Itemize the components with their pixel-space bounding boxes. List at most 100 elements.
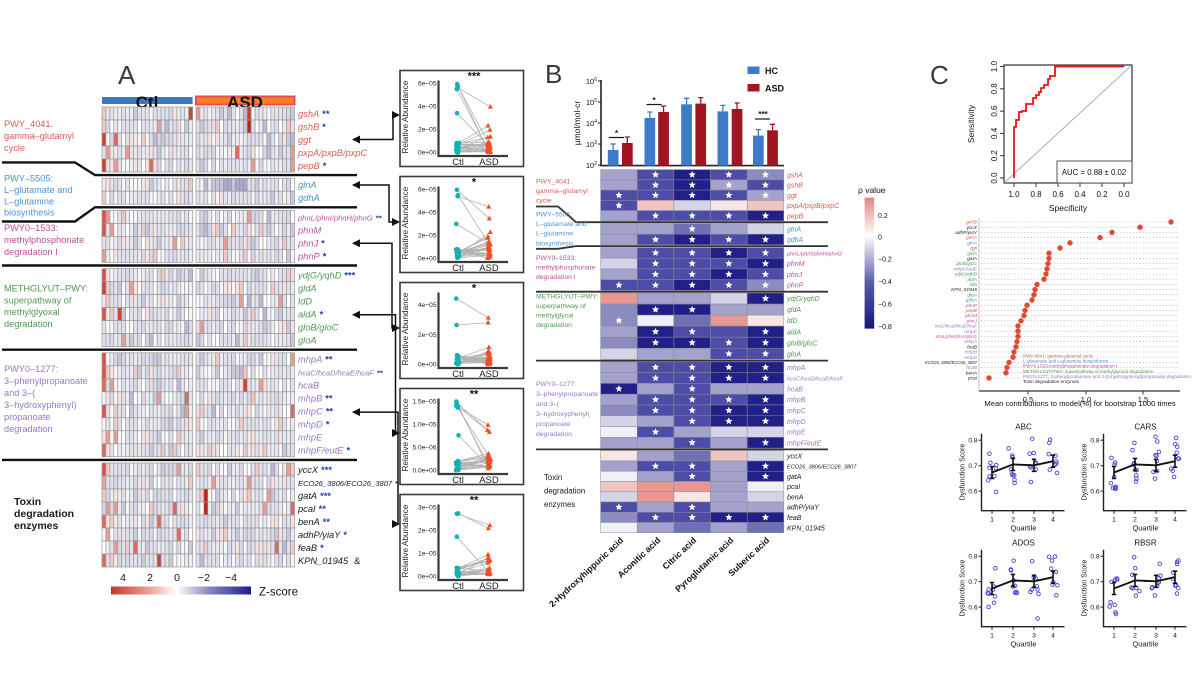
svg-text:hcaC/hcaD/hcaE/hcaF: hcaC/hcaD/hcaE/hcaF xyxy=(935,324,977,329)
svg-text:pcaI: pcaI xyxy=(786,484,800,491)
svg-text:Toxin degradation enzymes: Toxin degradation enzymes xyxy=(1023,379,1080,384)
svg-text:enzymes: enzymes xyxy=(544,500,575,509)
svg-text:0.6: 0.6 xyxy=(990,105,999,117)
svg-text:3e−05: 3e−05 xyxy=(418,504,437,511)
svg-text:pepB: pepB xyxy=(965,308,978,314)
svg-text:−4: −4 xyxy=(225,572,237,584)
svg-text:mhpE: mhpE xyxy=(298,433,323,443)
svg-text:0.0e+00: 0.0e+00 xyxy=(412,468,436,475)
svg-text:1: 1 xyxy=(990,517,994,524)
svg-text:1.0: 1.0 xyxy=(990,60,999,72)
svg-text:ρ value: ρ value xyxy=(858,185,886,195)
svg-text:feaB*: feaB* xyxy=(298,543,324,553)
svg-text:gdhA: gdhA xyxy=(787,237,804,244)
svg-text:pepB: pepB xyxy=(786,213,804,220)
svg-text:*: * xyxy=(472,283,477,295)
svg-text:ldD: ldD xyxy=(787,318,798,325)
svg-text:biosynthesis: biosynthesis xyxy=(536,240,574,247)
svg-text:0.2: 0.2 xyxy=(990,150,999,162)
svg-text:ECO26_3806/ECO26_3807: ECO26_3806/ECO26_3807 xyxy=(925,360,978,365)
svg-text:0.8: 0.8 xyxy=(990,83,999,95)
svg-text:1e−05: 1e−05 xyxy=(418,551,437,558)
svg-text:pcaI**: pcaI** xyxy=(297,504,326,514)
svg-text:benA: benA xyxy=(966,370,977,376)
svg-text:2e−05: 2e−05 xyxy=(418,127,437,134)
svg-text:gloB/gloC: gloB/gloC xyxy=(956,261,977,267)
svg-text:pxpA/pxpB/pxpC: pxpA/pxpB/pxpC xyxy=(297,148,368,158)
svg-text:Ctl: Ctl xyxy=(452,369,464,380)
svg-text:0.8: 0.8 xyxy=(1030,190,1042,199)
svg-text:ydjG/yqhD: ydjG/yqhD xyxy=(954,272,978,278)
svg-text:0.4: 0.4 xyxy=(990,127,999,139)
svg-text:Dysfunction Score: Dysfunction Score xyxy=(1082,443,1089,500)
svg-text:methylglycal: methylglycal xyxy=(536,313,574,320)
svg-text:Dysfunction Score: Dysfunction Score xyxy=(960,443,967,500)
svg-text:glnA: glnA xyxy=(787,227,801,234)
svg-text:gatA: gatA xyxy=(787,474,802,481)
svg-text:L–glutamate and: L–glutamate and xyxy=(4,185,72,195)
svg-text:mhpF/eutE*: mhpF/eutE* xyxy=(298,446,350,456)
svg-text:yccX: yccX xyxy=(786,453,803,460)
svg-text:pxpA/pxpB/pxpC: pxpA/pxpB/pxpC xyxy=(786,203,840,210)
svg-text:ydjG/yqhD***: ydjG/yqhD*** xyxy=(297,271,356,281)
svg-text:hcaC/hcaD/hcaE/hcaF**: hcaC/hcaD/hcaE/hcaF** xyxy=(298,369,383,378)
svg-text:Relative Abundance: Relative Abundance xyxy=(401,504,410,577)
svg-text:PWY0–1277:: PWY0–1277: xyxy=(536,381,576,388)
svg-text:0.6: 0.6 xyxy=(1090,488,1099,495)
svg-text:2e−05: 2e−05 xyxy=(418,332,437,339)
svg-text:ASD: ASD xyxy=(479,157,499,168)
svg-text:Relative Abundance: Relative Abundance xyxy=(401,398,410,471)
svg-text:ldD: ldD xyxy=(298,297,312,307)
svg-text:phnL/phnI/phnH/phnG**: phnL/phnI/phnH/phnG** xyxy=(297,213,382,222)
svg-text:gshB: gshB xyxy=(787,183,803,190)
svg-text:Relative Abundance: Relative Abundance xyxy=(401,186,410,259)
svg-text:ASD: ASD xyxy=(479,581,499,592)
svg-text:0.4: 0.4 xyxy=(1074,190,1086,199)
svg-text:Toxin: Toxin xyxy=(544,473,562,482)
svg-text:0.7: 0.7 xyxy=(968,579,977,586)
svg-text:hcaB: hcaB xyxy=(298,381,319,391)
svg-text:ggt: ggt xyxy=(298,135,311,145)
svg-text:phnJ: phnJ xyxy=(786,272,803,279)
svg-text:RBSR: RBSR xyxy=(1134,539,1156,548)
svg-text:gloB/gloC: gloB/gloC xyxy=(298,323,339,333)
svg-text:gloA: gloA xyxy=(967,292,977,298)
svg-text:Ctl: Ctl xyxy=(452,263,464,274)
svg-text:gshB: gshB xyxy=(966,220,978,226)
svg-text:AUC = 0.88 ± 0.02: AUC = 0.88 ± 0.02 xyxy=(1062,168,1126,177)
svg-text:−0.6: −0.6 xyxy=(878,302,892,309)
svg-text:pcaI: pcaI xyxy=(967,376,978,382)
svg-text:0.6: 0.6 xyxy=(968,488,977,495)
svg-text:6e−05: 6e−05 xyxy=(418,80,437,87)
svg-text:L–glutamate and: L–glutamate and xyxy=(536,221,587,228)
svg-text:mhpE: mhpE xyxy=(787,430,806,437)
svg-text:degradation: degradation xyxy=(4,319,53,329)
svg-text:yccX: yccX xyxy=(966,225,978,231)
svg-text:1: 1 xyxy=(990,633,994,640)
svg-text:mhpF/eutE: mhpF/eutE xyxy=(954,266,978,272)
svg-text:0.6: 0.6 xyxy=(1052,190,1064,199)
svg-text:mhpD: mhpD xyxy=(787,419,806,426)
svg-text:B: B xyxy=(545,59,562,89)
svg-text:and 3–(: and 3–( xyxy=(4,388,35,398)
svg-text:PWY–5505:: PWY–5505: xyxy=(4,174,53,184)
svg-text:mhpC**: mhpC** xyxy=(298,407,333,417)
svg-text:PWY–5505:: PWY–5505: xyxy=(536,212,572,219)
svg-text:PWY0–1277:: PWY0–1277: xyxy=(4,364,58,374)
svg-text:phnP: phnP xyxy=(786,283,804,290)
svg-text:ASD: ASD xyxy=(479,369,499,380)
svg-text:Sensitivity: Sensitivity xyxy=(966,104,976,143)
svg-text:methylphosphonate: methylphosphonate xyxy=(4,235,84,245)
svg-text:6e−05: 6e−05 xyxy=(418,186,437,193)
svg-text:phnP: phnP xyxy=(965,303,978,309)
svg-text:4: 4 xyxy=(1173,633,1177,640)
svg-text:0.6: 0.6 xyxy=(1090,604,1099,611)
svg-text:4: 4 xyxy=(1173,517,1177,524)
svg-text:superpathway of: superpathway of xyxy=(536,303,586,310)
svg-text:1.0e−05: 1.0e−05 xyxy=(412,422,436,429)
svg-text:mhpC: mhpC xyxy=(787,408,807,415)
svg-text:0e+00: 0e+00 xyxy=(418,256,437,263)
svg-text:ASD: ASD xyxy=(765,84,785,94)
svg-text:glnA: glnA xyxy=(967,240,977,246)
svg-text:phnM: phnM xyxy=(786,261,805,268)
